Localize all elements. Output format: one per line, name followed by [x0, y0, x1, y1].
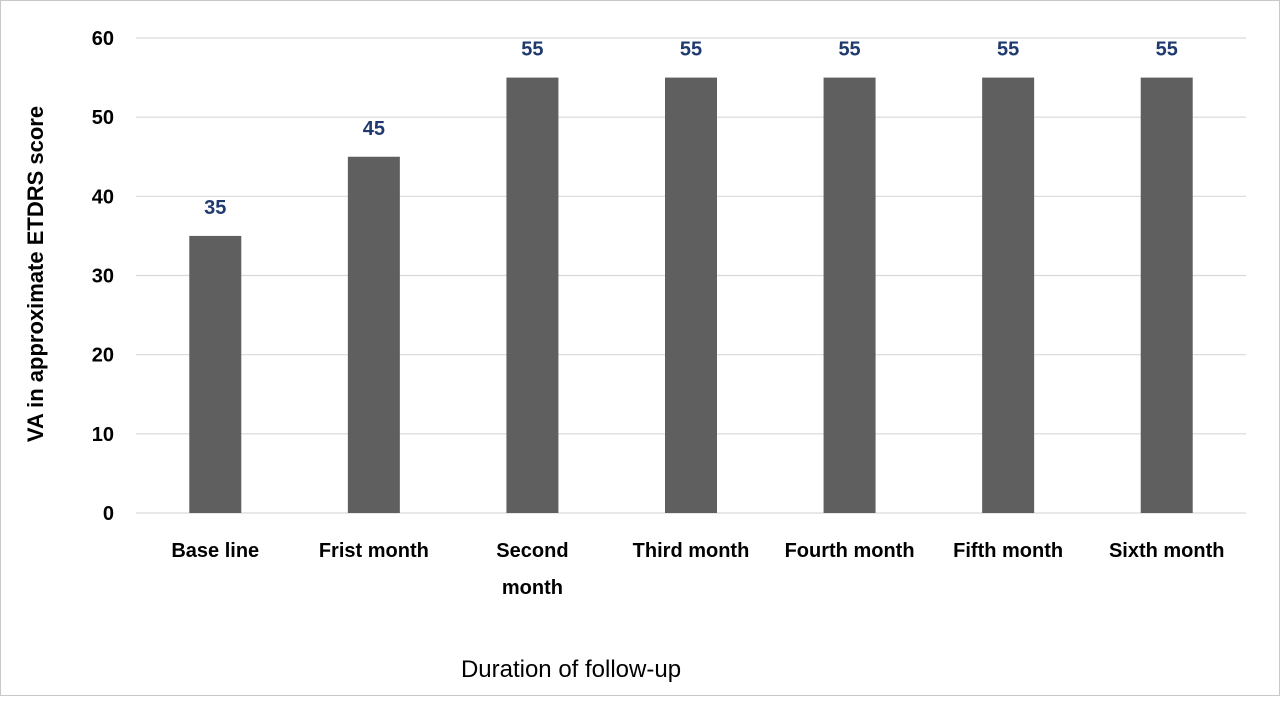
y-tick-label: 30: [92, 266, 114, 288]
y-tick-label: 10: [92, 424, 114, 446]
x-tick-label: Fourth month: [785, 540, 915, 562]
bar: [189, 235, 242, 513]
data-label: 55: [1156, 39, 1178, 61]
bar: [823, 77, 876, 513]
x-tick-label: Base line: [171, 540, 259, 562]
bar: [506, 77, 559, 513]
y-axis-title: VA in approximate ETDRS score: [23, 106, 48, 442]
y-tick-label: 40: [92, 186, 114, 208]
y-tick-label: 0: [103, 503, 114, 525]
y-axis-ticks: 0 10 20 30 40 50 60: [92, 28, 114, 525]
y-tick-label: 60: [92, 28, 114, 50]
data-label: 55: [838, 39, 860, 61]
data-label: 55: [680, 39, 702, 61]
y-tick-label: 50: [92, 107, 114, 129]
data-label: 55: [997, 39, 1019, 61]
x-axis-title: Duration of follow-up: [461, 656, 681, 683]
bar: [665, 77, 717, 513]
data-label: 35: [204, 197, 226, 219]
data-label: 45: [363, 118, 385, 140]
x-tick-label: Second month: [496, 540, 568, 599]
bar: [347, 156, 400, 513]
x-tick-label: Frist month: [319, 540, 429, 562]
data-labels: 35 45 55 55 55 55 55: [204, 39, 1178, 219]
bar: [982, 77, 1035, 513]
x-axis-ticks: Base line Frist month Second month Third mon…: [171, 540, 1224, 599]
x-tick-label: Fifth month: [953, 540, 1063, 562]
y-tick-label: 20: [92, 345, 114, 367]
x-tick-label: Third month: [633, 540, 750, 562]
bars: [189, 77, 1193, 513]
x-tick-label: Sixth month: [1109, 540, 1225, 562]
data-label: 55: [521, 39, 543, 61]
bar: [1140, 77, 1193, 513]
